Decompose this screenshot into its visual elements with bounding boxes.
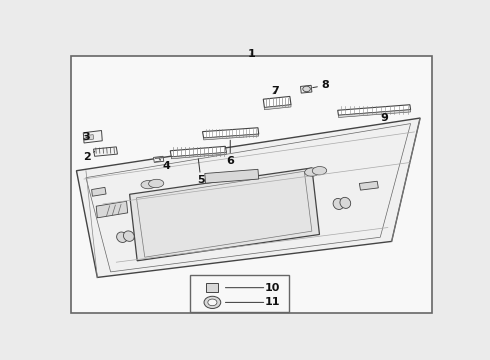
Text: 10: 10: [264, 283, 280, 293]
Polygon shape: [170, 146, 226, 157]
Polygon shape: [338, 105, 411, 115]
Text: 4: 4: [163, 161, 171, 171]
Polygon shape: [359, 181, 378, 190]
Text: 11: 11: [264, 297, 280, 307]
Circle shape: [303, 86, 310, 92]
Text: 6: 6: [226, 156, 234, 166]
Polygon shape: [76, 118, 420, 278]
Text: 9: 9: [381, 113, 389, 123]
Polygon shape: [84, 135, 94, 140]
Ellipse shape: [305, 168, 319, 176]
Polygon shape: [172, 152, 226, 159]
Polygon shape: [129, 168, 319, 261]
Circle shape: [208, 299, 217, 306]
Text: 2: 2: [83, 152, 91, 162]
Polygon shape: [96, 201, 128, 218]
Ellipse shape: [148, 179, 164, 188]
Polygon shape: [204, 134, 259, 140]
Ellipse shape: [340, 197, 351, 208]
Polygon shape: [83, 131, 102, 143]
Polygon shape: [265, 105, 291, 110]
Ellipse shape: [141, 180, 156, 189]
Ellipse shape: [123, 231, 134, 241]
Text: 8: 8: [321, 80, 329, 90]
Text: 5: 5: [197, 175, 205, 185]
Circle shape: [204, 296, 221, 309]
Polygon shape: [339, 110, 411, 117]
Polygon shape: [263, 96, 291, 108]
Polygon shape: [153, 156, 164, 162]
Text: 1: 1: [247, 49, 255, 59]
Polygon shape: [202, 128, 259, 138]
Polygon shape: [205, 169, 259, 183]
Polygon shape: [92, 187, 106, 196]
Ellipse shape: [333, 198, 344, 210]
Bar: [190, 275, 289, 312]
Text: 3: 3: [82, 132, 90, 143]
Text: 7: 7: [271, 86, 279, 96]
Polygon shape: [300, 85, 312, 93]
Ellipse shape: [312, 167, 327, 175]
Polygon shape: [94, 147, 118, 156]
Ellipse shape: [117, 232, 127, 243]
